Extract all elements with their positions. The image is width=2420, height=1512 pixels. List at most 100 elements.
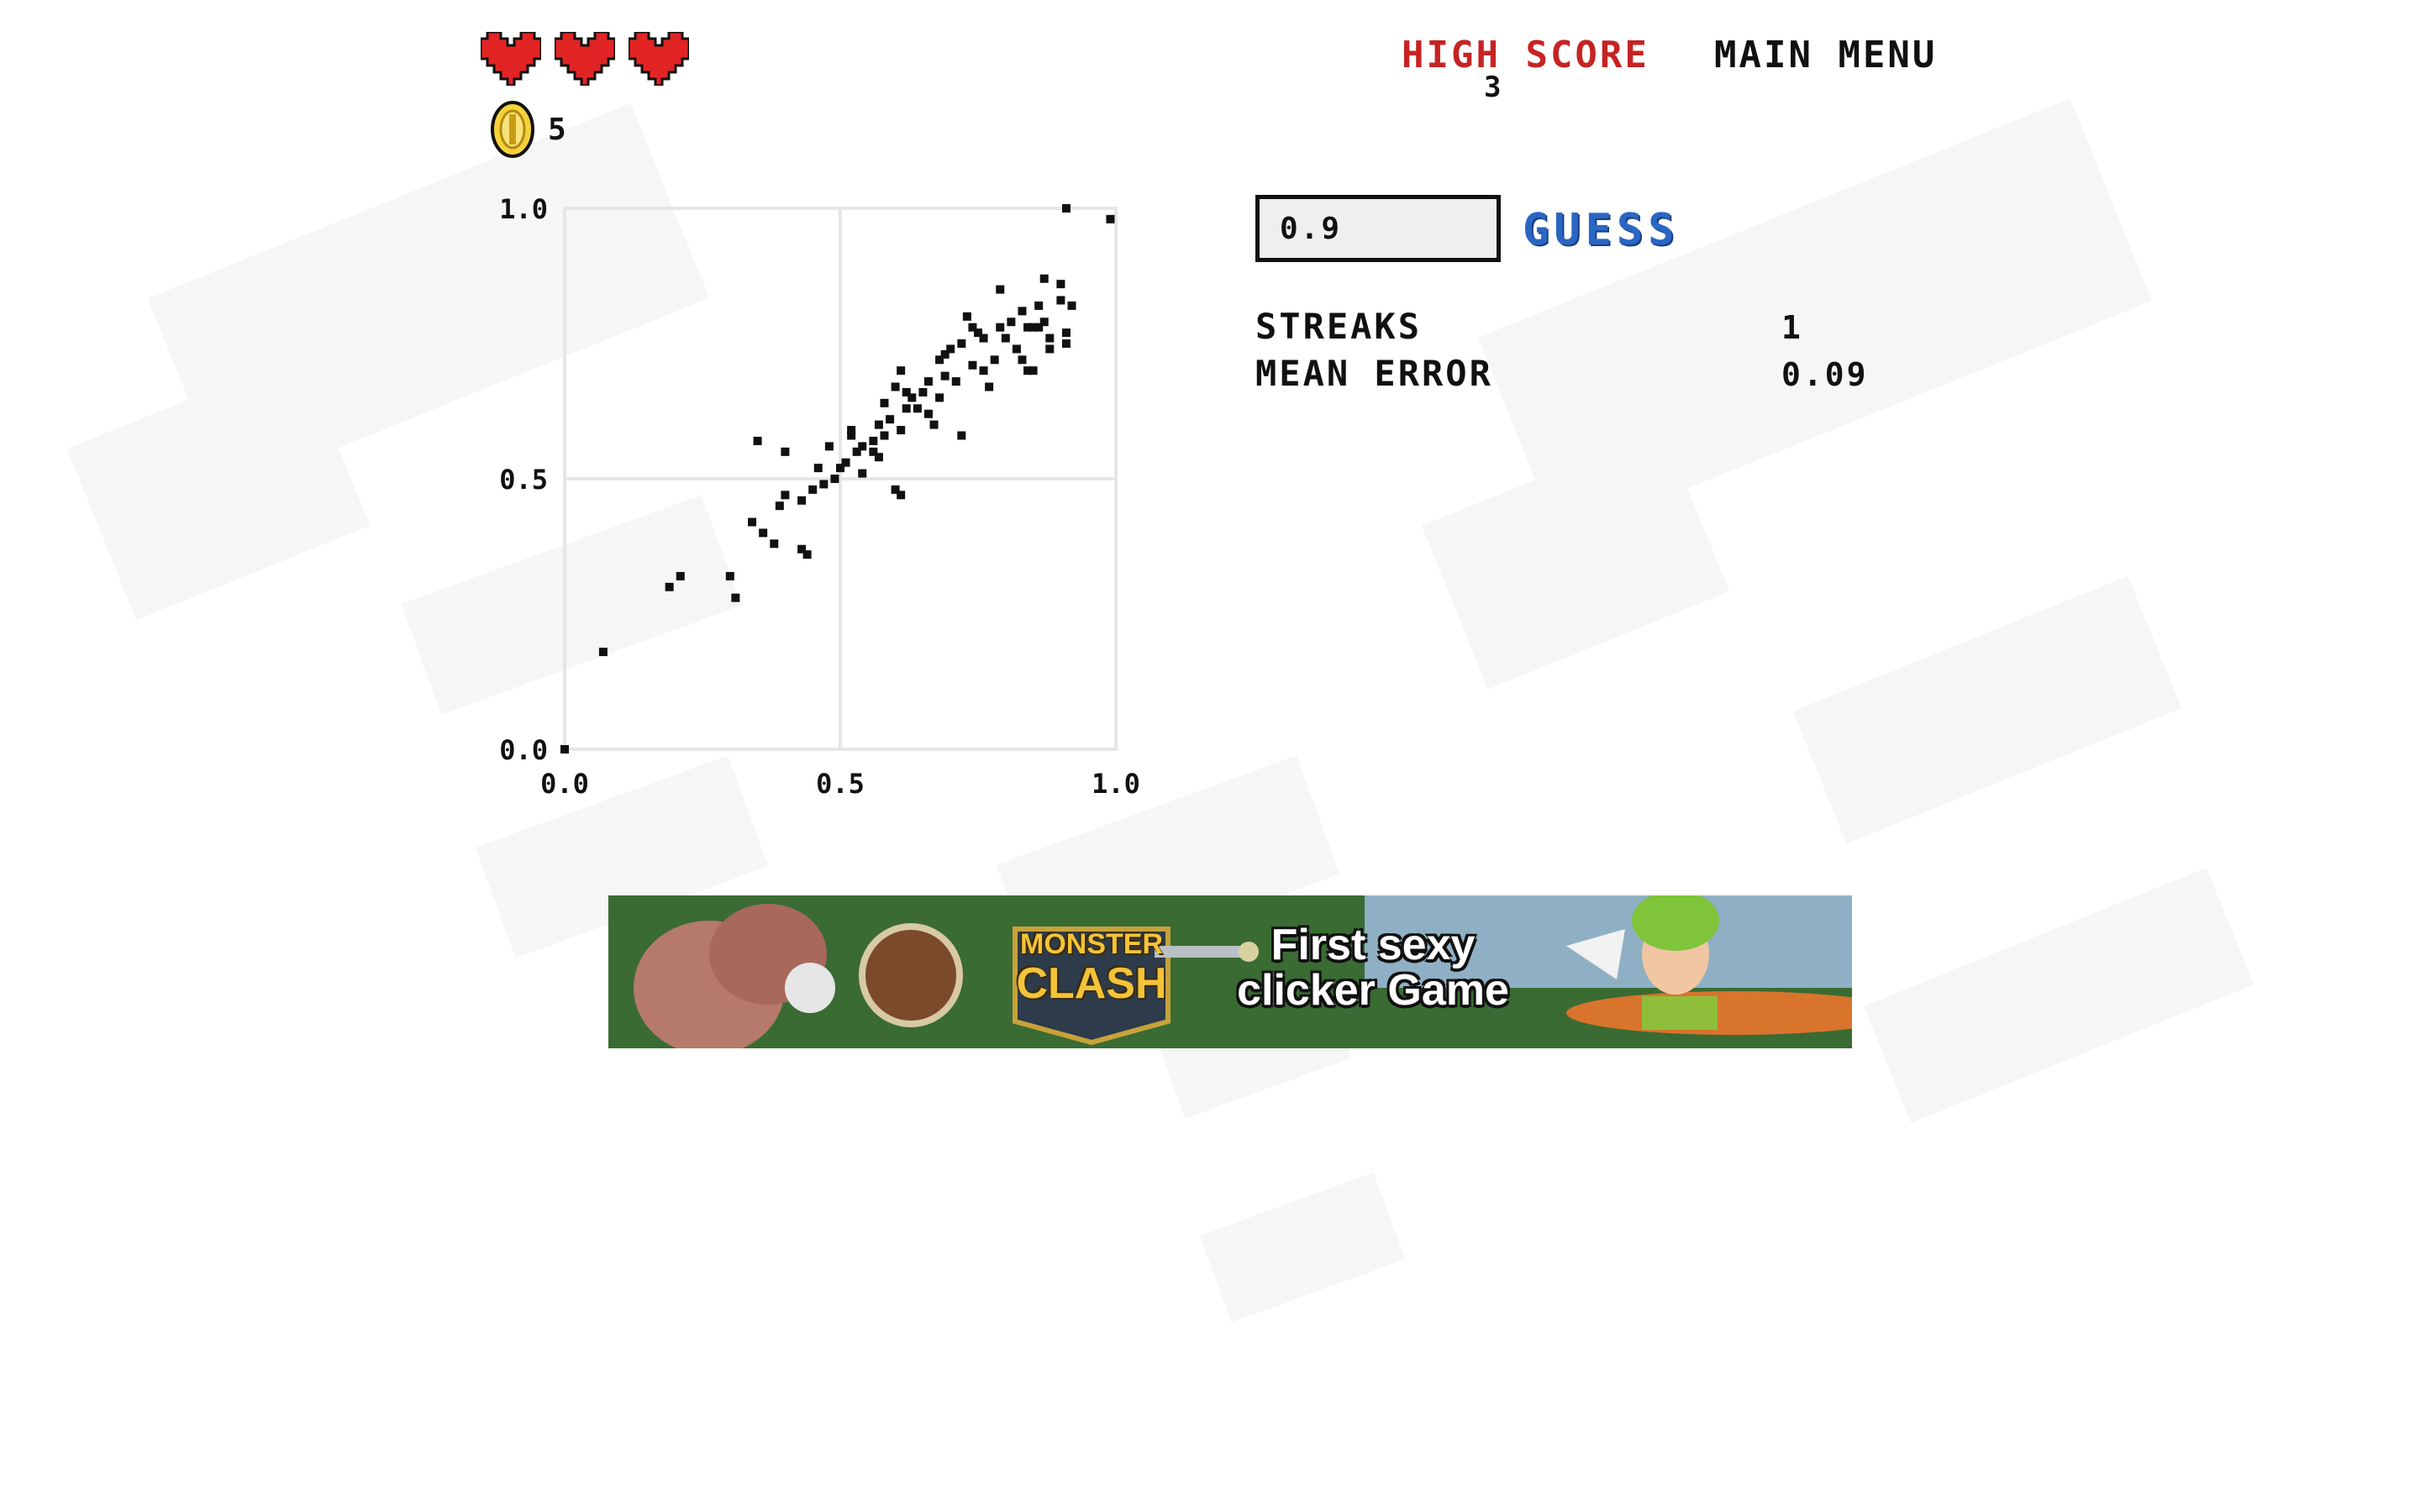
- y-tick-label: 0.0: [499, 734, 548, 766]
- x-tick-label: 0.0: [540, 768, 589, 800]
- data-point: [968, 360, 977, 370]
- data-point: [891, 485, 900, 494]
- data-point: [676, 571, 685, 580]
- ad-banner[interactable]: MONSTER CLASH First sexy clicker Game: [608, 895, 1852, 1048]
- data-point: [781, 447, 790, 456]
- data-point: [929, 420, 939, 429]
- data-point: [874, 420, 883, 429]
- data-point: [1001, 333, 1010, 343]
- data-point: [598, 648, 608, 657]
- data-point: [979, 333, 988, 343]
- ad-logo: MONSTER CLASH: [1015, 911, 1168, 1037]
- data-point: [1061, 204, 1071, 213]
- data-point: [974, 328, 982, 338]
- data-point: [1028, 323, 1038, 332]
- data-point: [880, 431, 889, 440]
- data-point: [748, 517, 757, 527]
- data-point: [858, 469, 867, 478]
- data-point: [951, 377, 960, 386]
- high-score-value: 3: [1484, 71, 1504, 104]
- ad-logo-line1: MONSTER: [1020, 928, 1163, 960]
- data-point: [753, 436, 762, 445]
- data-point: [1056, 280, 1065, 289]
- data-point: [869, 436, 878, 445]
- data-point: [1007, 318, 1016, 327]
- guess-input[interactable]: [1255, 195, 1501, 262]
- y-tick-label: 0.5: [499, 464, 548, 496]
- data-point: [847, 431, 856, 440]
- data-point: [1045, 344, 1055, 354]
- guess-button[interactable]: GUESS: [1523, 205, 1680, 255]
- coin-count: 5: [548, 112, 569, 147]
- data-point: [1061, 339, 1071, 348]
- main-menu-button[interactable]: MAIN MENU: [1714, 34, 1938, 76]
- data-point: [1039, 274, 1049, 283]
- scatter-plot: 0.0 0.5 1.0 0.0 0.5 1.0: [499, 193, 1140, 800]
- background-shape: [1199, 1172, 1406, 1323]
- streaks-label: STREAKS: [1255, 306, 1423, 347]
- data-point: [797, 544, 807, 554]
- data-point: [940, 371, 950, 381]
- data-point: [1012, 344, 1021, 354]
- high-score-label: HIGH SCORE: [1402, 34, 1649, 76]
- data-point: [1067, 301, 1076, 310]
- data-point: [1018, 307, 1027, 316]
- background-shape: [1792, 575, 2182, 844]
- ad-headline: First sexy clicker Game: [1230, 922, 1516, 1013]
- data-point: [985, 382, 994, 391]
- data-point: [897, 366, 906, 375]
- data-point: [940, 349, 950, 359]
- data-point: [946, 344, 955, 354]
- data-point: [824, 442, 834, 451]
- coin-counter: 5: [489, 99, 569, 160]
- data-point: [979, 366, 988, 375]
- data-point: [902, 404, 911, 413]
- data-point: [775, 501, 784, 511]
- mean-error-label: MEAN ERROR: [1255, 353, 1493, 394]
- data-point: [902, 387, 911, 396]
- streaks-value: 1: [1781, 309, 1803, 346]
- data-point: [1018, 355, 1027, 365]
- heart-icon: [555, 32, 615, 86]
- data-point: [1028, 366, 1038, 375]
- y-tick-label: 1.0: [499, 193, 548, 225]
- data-point: [781, 491, 790, 500]
- data-point: [886, 415, 895, 424]
- data-point: [918, 387, 928, 396]
- data-point: [808, 485, 818, 494]
- data-point: [725, 571, 734, 580]
- data-point: [874, 453, 883, 462]
- data-point: [836, 464, 844, 473]
- data-point: [1023, 366, 1033, 375]
- data-point: [852, 447, 861, 456]
- lives-display: [481, 32, 689, 86]
- data-point: [819, 480, 829, 489]
- data-point: [957, 431, 966, 440]
- data-point: [1045, 333, 1055, 343]
- data-point: [1039, 318, 1049, 327]
- x-tick-label: 1.0: [1092, 768, 1140, 800]
- data-point: [813, 464, 823, 473]
- data-point: [1061, 328, 1071, 338]
- ad-headline-line1: First sexy: [1270, 921, 1476, 969]
- data-point: [847, 426, 856, 435]
- data-point: [802, 550, 812, 559]
- mean-error-value: 0.09: [1781, 356, 1869, 393]
- data-point: [731, 593, 740, 602]
- data-point: [665, 582, 674, 591]
- data-point: [770, 539, 779, 549]
- data-point: [968, 323, 977, 332]
- heart-icon: [481, 32, 541, 86]
- data-point: [858, 442, 867, 451]
- coin-icon: [491, 101, 534, 158]
- data-point: [1034, 323, 1044, 332]
- data-point: [830, 475, 839, 483]
- data-point: [935, 355, 944, 365]
- heart-icon: [629, 32, 689, 86]
- data-point: [923, 377, 933, 386]
- data-point: [891, 382, 900, 391]
- x-tick-label: 0.5: [816, 768, 865, 800]
- data-point: [797, 496, 807, 505]
- data-point: [996, 323, 1005, 332]
- data-point: [962, 312, 971, 321]
